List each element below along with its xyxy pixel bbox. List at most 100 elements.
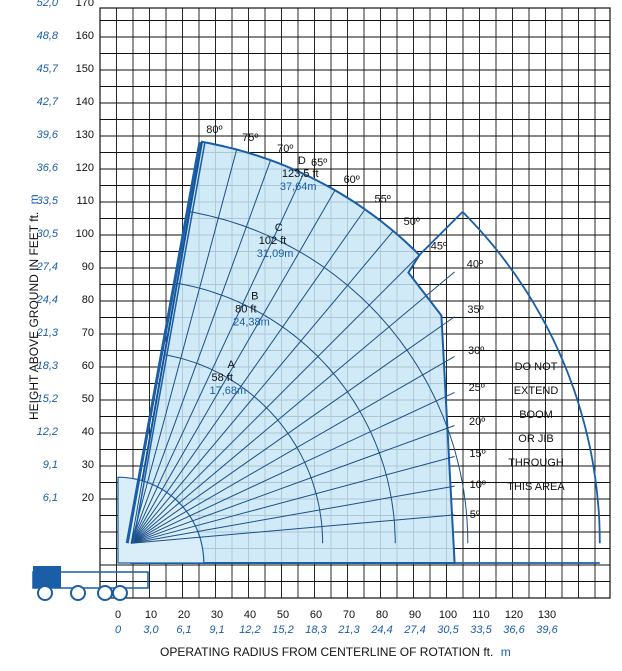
boom-angle-label: 75º bbox=[242, 132, 258, 144]
x-tick-ft: 40 bbox=[244, 609, 256, 621]
y-tick-m: 42,7 bbox=[37, 96, 59, 108]
boom-angle-line bbox=[131, 425, 455, 544]
boom-angle-label: 15º bbox=[469, 448, 485, 460]
y-tick-ft: 60 bbox=[82, 360, 94, 372]
boom-angle-label: 20º bbox=[469, 416, 485, 428]
crane-truck-illustration bbox=[32, 566, 149, 601]
x-tick-m: 36,6 bbox=[503, 624, 525, 636]
x-tick-ft: 90 bbox=[409, 609, 421, 621]
x-tick-ft: 100 bbox=[439, 609, 457, 621]
boom-length-ft: 123.5 ft bbox=[282, 168, 319, 180]
y-tick-ft: 30 bbox=[82, 459, 94, 471]
do-not-extend-note: OR JIB bbox=[518, 433, 553, 445]
truck-wheel bbox=[37, 585, 53, 601]
boom-length-arc bbox=[189, 211, 469, 544]
do-not-extend-note: DO NOT bbox=[515, 361, 558, 373]
boom-length-arc bbox=[176, 282, 396, 544]
x-tick-m: 9,1 bbox=[209, 624, 224, 636]
boom-angle-label: 55º bbox=[375, 194, 391, 206]
boom-length-ft: 58 ft bbox=[212, 372, 233, 384]
y-axis-title: HEIGHT ABOVE GROUND IN FEET ft. m bbox=[27, 194, 41, 420]
y-tick-ft: 120 bbox=[76, 162, 94, 174]
x-tick-m: 6,1 bbox=[176, 624, 191, 636]
x-tick-m: 15,2 bbox=[272, 624, 293, 636]
boom-angle-label: 25º bbox=[469, 382, 485, 394]
do-not-extend-note: THIS AREA bbox=[507, 481, 565, 493]
x-tick-ft: 70 bbox=[343, 609, 355, 621]
boom-length-ft: 102 ft bbox=[259, 235, 287, 247]
x-tick-m: 18,3 bbox=[305, 624, 327, 636]
y-tick-ft: 50 bbox=[82, 393, 94, 405]
x-tick-m: 12,2 bbox=[239, 624, 260, 636]
y-tick-m: 12,2 bbox=[37, 426, 58, 438]
limit-connector bbox=[418, 211, 464, 256]
boom-angle-line bbox=[130, 391, 455, 544]
boom-angle-line bbox=[131, 485, 455, 544]
boom-angle-label: 40º bbox=[467, 258, 483, 270]
x-tick-ft: 0 bbox=[115, 609, 121, 621]
do-not-extend-note: BOOM bbox=[519, 409, 553, 421]
truck-wheel bbox=[70, 585, 86, 601]
boom-angle-line bbox=[130, 160, 272, 544]
x-tick-ft: 80 bbox=[376, 609, 388, 621]
boom-angle-line bbox=[130, 209, 366, 544]
y-tick-m: 48,8 bbox=[37, 30, 59, 42]
y-tick-m: 9,1 bbox=[43, 459, 58, 471]
y-tick-ft: 40 bbox=[82, 426, 94, 438]
boom-angle-label: 10º bbox=[470, 479, 486, 491]
boom-angle-label: 5º bbox=[470, 509, 480, 521]
boom-angle-line bbox=[130, 271, 455, 544]
y-tick-m: 21,3 bbox=[36, 327, 59, 339]
y-tick-ft: 140 bbox=[76, 96, 94, 108]
boom-length-m: 17,68m bbox=[210, 385, 247, 397]
range-lines bbox=[32, 141, 601, 601]
grid-border bbox=[99, 7, 611, 599]
y-tick-m: 27,4 bbox=[36, 261, 58, 273]
x-tick-ft: 120 bbox=[505, 609, 523, 621]
boom-length-letter: B bbox=[251, 291, 258, 303]
y-tick-m: 33,5 bbox=[37, 195, 59, 207]
x-tick-m: 0 bbox=[115, 624, 122, 636]
x-tick-ft: 130 bbox=[538, 609, 556, 621]
boom-angle-line bbox=[130, 316, 455, 544]
truck-cab bbox=[33, 566, 61, 588]
boom-angle-line bbox=[131, 456, 455, 544]
x-tick-m: 30,5 bbox=[437, 624, 459, 636]
boom-outline-inner bbox=[132, 141, 206, 544]
boom-length-m: 31,09m bbox=[257, 248, 294, 260]
x-tick-m: 39,6 bbox=[536, 624, 558, 636]
boom-angle-line bbox=[131, 514, 455, 544]
boom-angle-label: 60º bbox=[344, 174, 360, 186]
do-not-extend-note: EXTEND bbox=[514, 385, 559, 397]
boom-angle-line bbox=[130, 141, 203, 544]
labels: 80º 75º 70º 65º 60º 55º 50º 45º 40º 35º 30º 25º 20º 1… bbox=[36, 0, 566, 636]
y-tick-m: 36,6 bbox=[37, 162, 59, 174]
x-tick-ft: 30 bbox=[211, 609, 223, 621]
x-tick-ft: 10 bbox=[145, 609, 157, 621]
x-tick-ft: 20 bbox=[178, 609, 190, 621]
x-tick-ft: 50 bbox=[277, 609, 289, 621]
boom-angle-line bbox=[130, 254, 420, 544]
y-tick-m: 6,1 bbox=[43, 492, 58, 504]
boom-angle-label: 45º bbox=[431, 241, 447, 253]
x-tick-m: 21,3 bbox=[337, 624, 360, 636]
boom-length-ft: 80 ft bbox=[235, 304, 256, 316]
y-tick-ft: 150 bbox=[76, 63, 94, 75]
y-tick-ft: 80 bbox=[82, 294, 94, 306]
boom-angle-label: 30º bbox=[468, 345, 484, 357]
x-tick-m: 3,0 bbox=[143, 624, 159, 636]
x-tick-ft: 60 bbox=[310, 609, 322, 621]
x-tick-m: 33,5 bbox=[470, 624, 492, 636]
y-tick-m: 39,6 bbox=[37, 129, 59, 141]
y-tick-m: 24,4 bbox=[36, 294, 58, 306]
y-tick-ft: 90 bbox=[82, 261, 94, 273]
boom-angle-line bbox=[130, 230, 394, 544]
y-tick-ft: 130 bbox=[76, 129, 94, 141]
boom-working-envelope bbox=[130, 140, 456, 564]
boom-length-arc bbox=[164, 354, 324, 544]
y-tick-ft: 170 bbox=[76, 0, 94, 9]
truck-wheel bbox=[97, 585, 113, 601]
x-tick-ft: 110 bbox=[472, 609, 490, 621]
x-tick-m: 27,4 bbox=[403, 624, 425, 636]
